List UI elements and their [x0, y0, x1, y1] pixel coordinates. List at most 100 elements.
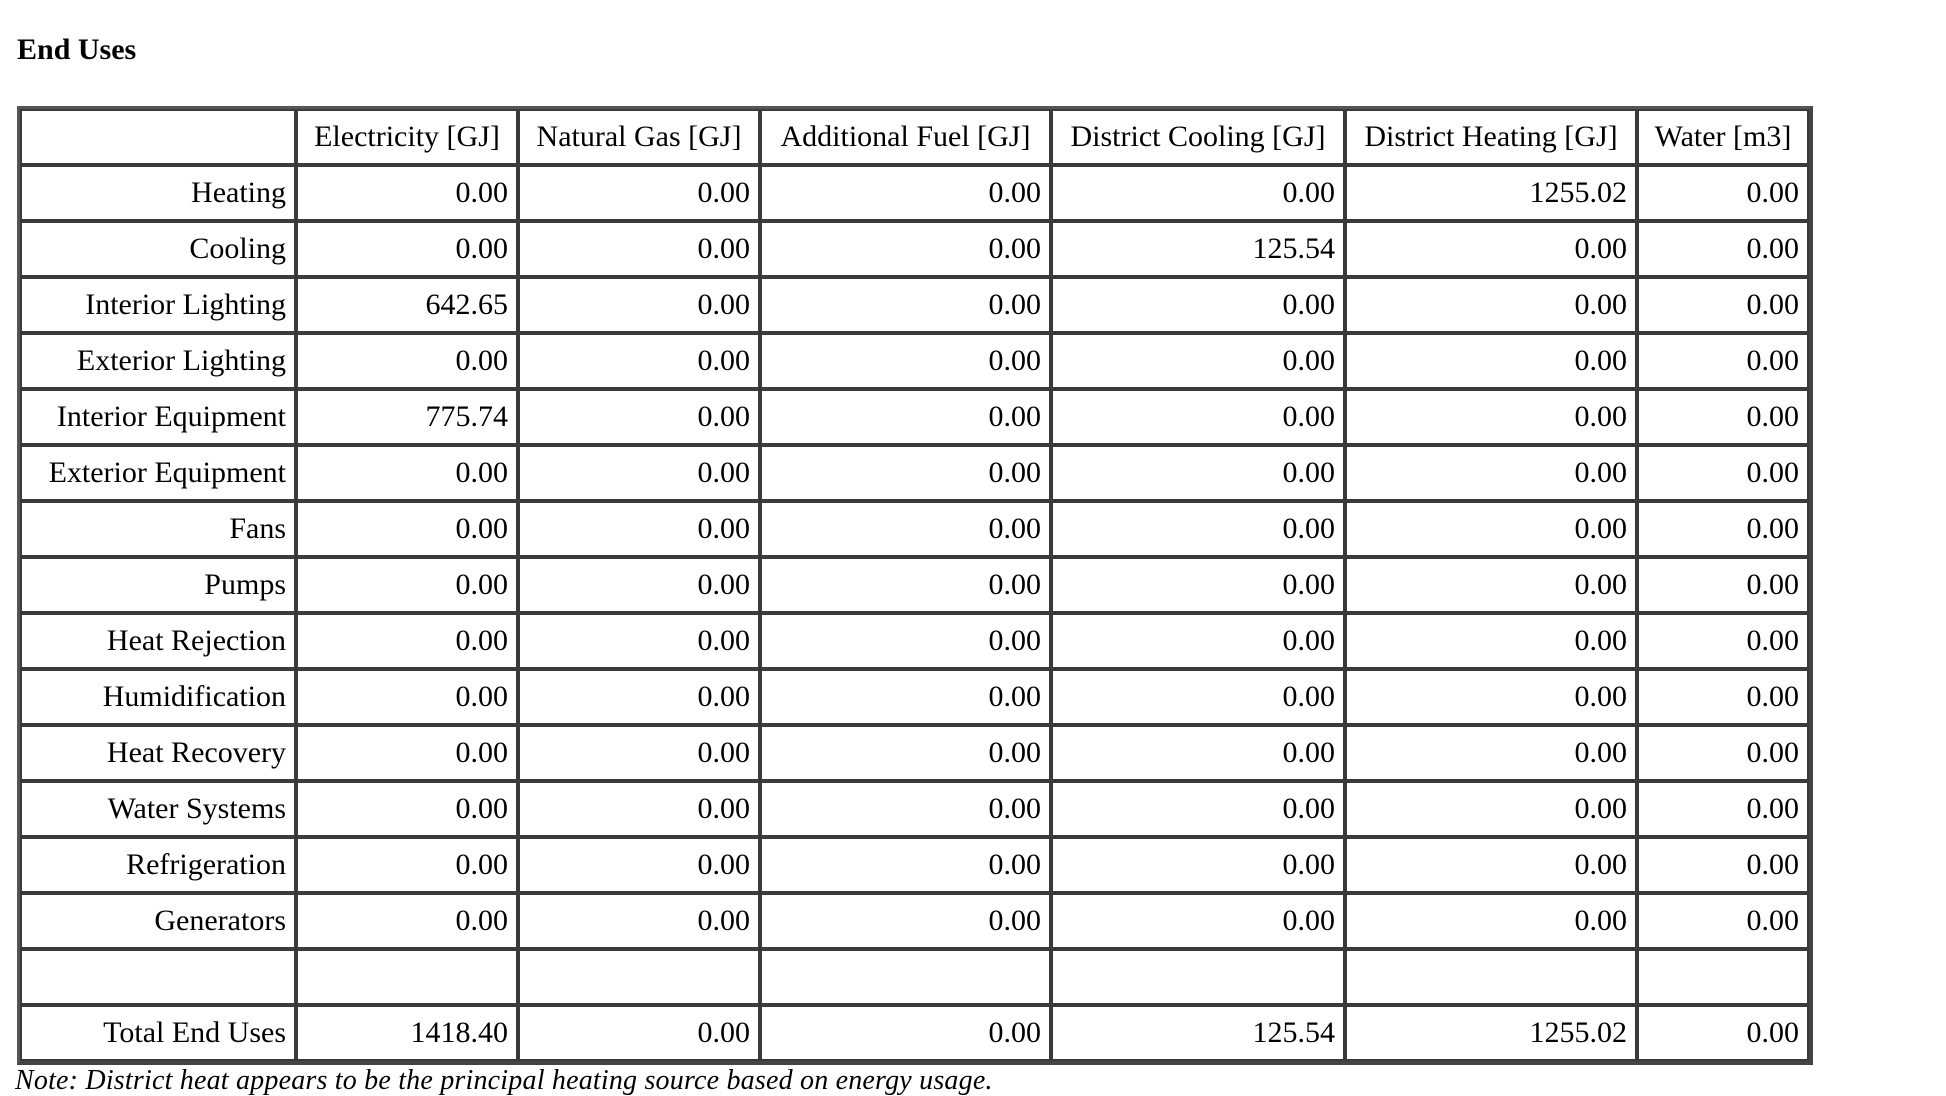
- row-label: Generators: [20, 893, 296, 949]
- table-row: Humidification 0.00 0.00 0.00 0.00 0.00 …: [20, 669, 1809, 725]
- table-cell: 0.00: [760, 837, 1051, 893]
- table-cell: 0.00: [1345, 333, 1637, 389]
- table-row: Exterior Lighting 0.00 0.00 0.00 0.00 0.…: [20, 333, 1809, 389]
- table-cell: 0.00: [1345, 725, 1637, 781]
- table-cell: 0.00: [1637, 165, 1809, 221]
- row-label: Pumps: [20, 557, 296, 613]
- table-cell: 0.00: [760, 725, 1051, 781]
- table-cell: 0.00: [296, 893, 518, 949]
- table-cell: 0.00: [518, 501, 760, 557]
- row-label: Fans: [20, 501, 296, 557]
- table-cell: 0.00: [760, 557, 1051, 613]
- row-label: Cooling: [20, 221, 296, 277]
- table-cell: 0.00: [518, 725, 760, 781]
- table-cell: 0.00: [296, 165, 518, 221]
- table-cell: 0.00: [1345, 389, 1637, 445]
- row-label: Interior Lighting: [20, 277, 296, 333]
- table-cell: 0.00: [518, 389, 760, 445]
- table-cell: 1255.02: [1345, 1005, 1637, 1061]
- row-label: Heating: [20, 165, 296, 221]
- table-cell: 0.00: [1051, 725, 1345, 781]
- table-note: Note: District heat appears to be the pr…: [15, 1065, 993, 1096]
- table-cell: 0.00: [1637, 389, 1809, 445]
- table-header-row: Electricity [GJ] Natural Gas [GJ] Additi…: [20, 109, 1809, 165]
- table-cell: 0.00: [1637, 557, 1809, 613]
- table-row: Generators 0.00 0.00 0.00 0.00 0.00 0.00: [20, 893, 1809, 949]
- header-cell-district-cooling: District Cooling [GJ]: [1051, 109, 1345, 165]
- table-cell: 775.74: [296, 389, 518, 445]
- table-cell: 0.00: [1051, 781, 1345, 837]
- table-cell: 642.65: [296, 277, 518, 333]
- table-cell: 0.00: [1345, 781, 1637, 837]
- header-cell-electricity: Electricity [GJ]: [296, 109, 518, 165]
- table-cell: 0.00: [1637, 613, 1809, 669]
- row-label: Total End Uses: [20, 1005, 296, 1061]
- table-cell: 0.00: [518, 445, 760, 501]
- table-cell: 0.00: [1051, 389, 1345, 445]
- table-cell: 0.00: [1345, 669, 1637, 725]
- row-label: Interior Equipment: [20, 389, 296, 445]
- table-row: Refrigeration 0.00 0.00 0.00 0.00 0.00 0…: [20, 837, 1809, 893]
- table-cell: 0.00: [1051, 893, 1345, 949]
- table-cell: [296, 949, 518, 1005]
- table-cell: [760, 949, 1051, 1005]
- table-cell: 0.00: [1051, 837, 1345, 893]
- table-cell: 0.00: [760, 613, 1051, 669]
- table-cell: 0.00: [1637, 221, 1809, 277]
- row-label: Heat Rejection: [20, 613, 296, 669]
- table-cell: 0.00: [1345, 221, 1637, 277]
- table-cell: 0.00: [518, 669, 760, 725]
- table-cell: 0.00: [296, 837, 518, 893]
- table-cell: 0.00: [296, 333, 518, 389]
- table-cell: [518, 949, 760, 1005]
- table-cell: 0.00: [518, 1005, 760, 1061]
- table-cell: 0.00: [1637, 277, 1809, 333]
- section-title: End Uses: [17, 33, 137, 66]
- table-row: Exterior Equipment 0.00 0.00 0.00 0.00 0…: [20, 445, 1809, 501]
- table-row: Water Systems 0.00 0.00 0.00 0.00 0.00 0…: [20, 781, 1809, 837]
- table-row: Heating 0.00 0.00 0.00 0.00 1255.02 0.00: [20, 165, 1809, 221]
- table-cell: 0.00: [760, 781, 1051, 837]
- table-cell: 0.00: [518, 165, 760, 221]
- table-cell: 0.00: [1051, 557, 1345, 613]
- table-cell: 0.00: [1345, 277, 1637, 333]
- table-cell: 0.00: [1051, 613, 1345, 669]
- table-cell: 0.00: [518, 613, 760, 669]
- end-uses-table: Electricity [GJ] Natural Gas [GJ] Additi…: [17, 106, 1813, 1065]
- table-cell: 0.00: [1051, 501, 1345, 557]
- header-cell-additional-fuel: Additional Fuel [GJ]: [760, 109, 1051, 165]
- table-cell: 0.00: [518, 837, 760, 893]
- table-cell: 0.00: [1637, 333, 1809, 389]
- table-cell: 0.00: [1637, 501, 1809, 557]
- table-cell: 0.00: [296, 501, 518, 557]
- table-cell: 0.00: [1051, 165, 1345, 221]
- table-cell: 0.00: [1345, 613, 1637, 669]
- table-cell: [1051, 949, 1345, 1005]
- table-row-blank: [20, 949, 1809, 1005]
- table-cell: 0.00: [296, 445, 518, 501]
- table-cell: [1345, 949, 1637, 1005]
- table-row: Interior Equipment 775.74 0.00 0.00 0.00…: [20, 389, 1809, 445]
- row-label: Humidification: [20, 669, 296, 725]
- row-label: Heat Recovery: [20, 725, 296, 781]
- table-cell: 0.00: [760, 165, 1051, 221]
- table-cell: 0.00: [296, 781, 518, 837]
- table-cell: 125.54: [1051, 1005, 1345, 1061]
- table-cell: 0.00: [1345, 445, 1637, 501]
- table-cell: 0.00: [296, 613, 518, 669]
- table-row: Interior Lighting 642.65 0.00 0.00 0.00 …: [20, 277, 1809, 333]
- table-cell: 0.00: [1637, 669, 1809, 725]
- table-cell: 0.00: [1051, 669, 1345, 725]
- table-cell: 0.00: [296, 221, 518, 277]
- table-cell: 0.00: [1051, 333, 1345, 389]
- row-label: Refrigeration: [20, 837, 296, 893]
- table-row: Fans 0.00 0.00 0.00 0.00 0.00 0.00: [20, 501, 1809, 557]
- table-cell: 0.00: [296, 669, 518, 725]
- table-cell: 0.00: [760, 221, 1051, 277]
- table-cell: 0.00: [760, 333, 1051, 389]
- table-cell: 0.00: [760, 445, 1051, 501]
- table-cell: 0.00: [760, 1005, 1051, 1061]
- table-cell: 0.00: [1637, 781, 1809, 837]
- row-label: Exterior Lighting: [20, 333, 296, 389]
